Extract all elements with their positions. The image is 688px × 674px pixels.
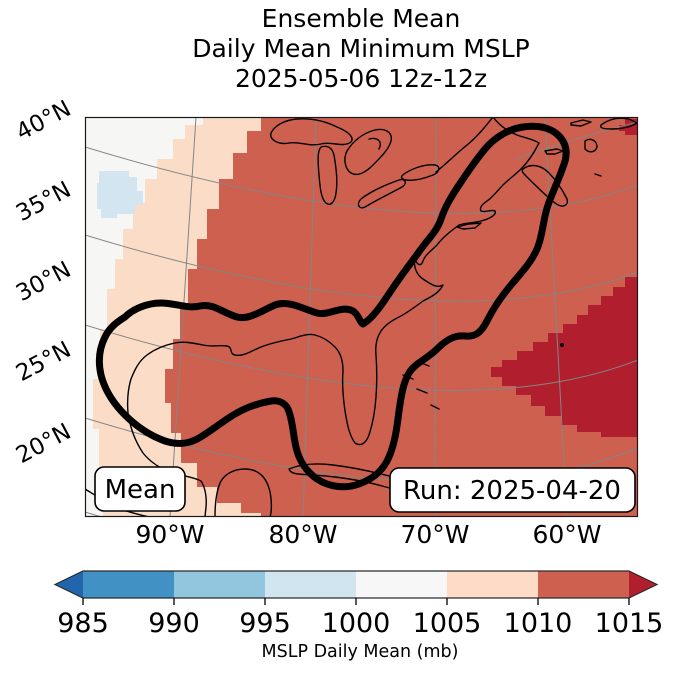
lat-label-30N: 30°N: [12, 257, 75, 307]
title-line-1: Ensemble Mean: [262, 4, 461, 33]
parallel-45N: [514, 121, 638, 160]
title-line-3: 2025-05-06 12z-12z: [235, 64, 487, 93]
nova-scotia: [521, 164, 569, 207]
fill-band-995-1000: [97, 171, 143, 218]
highlight-contour: [95, 122, 570, 491]
lon-label-70W: 70°W: [400, 520, 469, 549]
lat-label-25N: 25°N: [12, 337, 75, 387]
colorbar-tick-1015: 1015: [595, 608, 664, 639]
lat-label-20N: 20°N: [12, 419, 75, 469]
colorbar-tickmarks: [82, 598, 630, 605]
colorbar-tick-995: 995: [239, 608, 291, 639]
lake-huron: [344, 128, 392, 176]
fill-band-over-1015: [491, 277, 638, 437]
colorbar-under-arrow: [55, 571, 83, 598]
sable-island: [594, 173, 602, 177]
colorbar-seg-1000-1005: [356, 571, 447, 598]
colorbar-seg-1010-1015: [538, 571, 629, 598]
meridian-80W: [302, 117, 317, 517]
lake-ontario: [400, 164, 440, 181]
colorbar-tick-985: 985: [57, 608, 109, 639]
georgian-bay: [368, 137, 381, 150]
mean-annotation-box: Mean: [94, 466, 186, 512]
colorbar: 985 990 995 1000 1005 1010 1015 MSLP Dai…: [53, 570, 664, 662]
bermuda-island: [560, 343, 564, 347]
meridian-70W: [434, 117, 437, 517]
lake-erie: [357, 178, 406, 209]
map-panel: Mean Run: 2025-04-20: [84, 116, 639, 518]
colorbar-seg-1005-1010: [447, 571, 538, 598]
lon-label-80W: 80°W: [268, 520, 337, 549]
prince-edward-island: [544, 148, 564, 155]
st-lawrence-river: [435, 117, 494, 173]
lon-label-60W: 60°W: [532, 520, 601, 549]
colorbar-tick-990: 990: [148, 608, 200, 639]
run-annotation-box: Run: 2025-04-20: [389, 467, 636, 513]
colorbar-over-arrow: [629, 571, 657, 598]
colorbar-tick-1000: 1000: [322, 608, 391, 639]
colorbar-seg-995-1000: [265, 571, 356, 598]
lake-michigan: [317, 145, 338, 205]
lake-superior: [270, 118, 353, 146]
parallel-35N: [85, 234, 638, 302]
colorbar-caption: MSLP Daily Mean (mb): [262, 642, 459, 662]
colorbar-tick-1010: 1010: [504, 608, 573, 639]
colorbar-seg-990-995: [174, 571, 265, 598]
meridian-60W: [544, 117, 568, 517]
run-box-label: Run: 2025-04-20: [403, 476, 621, 506]
lon-label-90W: 90°W: [135, 520, 204, 549]
colorbar-seg-985-990: [83, 571, 174, 598]
mean-box-label: Mean: [105, 475, 176, 505]
yucatan-peninsula: [214, 468, 273, 517]
colorbar-tick-1005: 1005: [413, 608, 482, 639]
title-line-2: Daily Mean Minimum MSLP: [192, 34, 530, 63]
anticosti-island: [570, 119, 592, 127]
lat-label-40N: 40°N: [12, 96, 75, 146]
lat-label-35N: 35°N: [12, 177, 75, 227]
meridian-90W: [169, 117, 197, 517]
long-island: [456, 222, 482, 230]
east-coast-gulf-coast: [126, 168, 522, 517]
st-lawrence-north-shore: [492, 117, 540, 170]
parallel-40N: [85, 146, 638, 214]
newfoundland-coast: [599, 117, 638, 130]
map-frame: [84, 116, 639, 518]
cape-breton-island: [584, 138, 598, 153]
